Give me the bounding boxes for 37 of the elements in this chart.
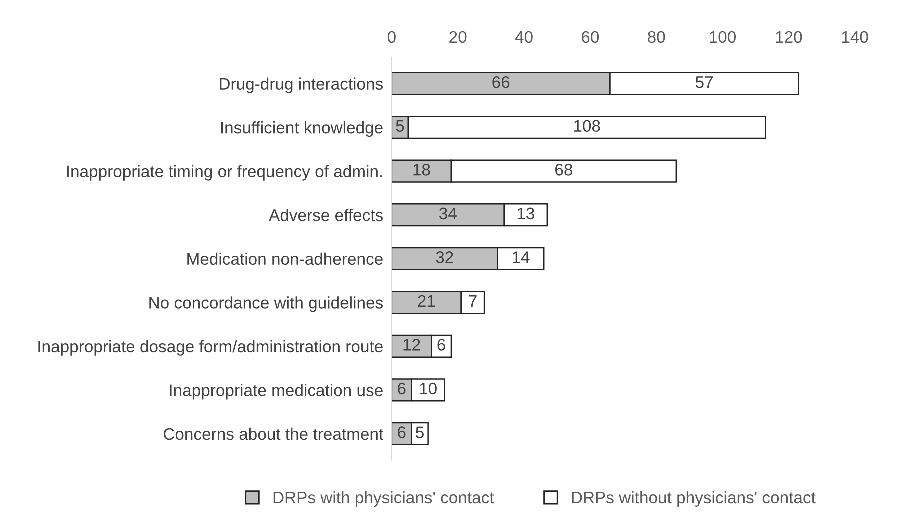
data-label: 7 [469, 296, 477, 307]
x-tick-label: 100 [710, 31, 736, 44]
data-label: 6 [398, 382, 406, 395]
data-label: 57 [696, 76, 713, 88]
data-label: 6 [398, 426, 406, 438]
data-label: 5 [396, 120, 404, 132]
data-label: 21 [418, 295, 436, 307]
legend-label: DRPs without physicians' contact [572, 491, 816, 507]
x-tick-label: 40 [515, 31, 533, 44]
x-tick-label: 140 [842, 31, 868, 44]
data-label: 6 [438, 339, 446, 351]
data-label: 34 [440, 208, 457, 220]
y-tick-label: Inappropriate medication use [170, 384, 383, 400]
y-tick-label: Concerns about the treatment [164, 428, 384, 440]
data-label: 10 [420, 382, 437, 395]
data-label: 14 [512, 252, 530, 264]
x-tick-label: 120 [776, 31, 802, 44]
y-tick-label: Adverse effects [269, 209, 384, 222]
data-label: 5 [416, 426, 424, 438]
x-tick-label: 60 [582, 31, 600, 44]
x-tick-label: 20 [450, 31, 467, 44]
x-tick-label: 0 [388, 31, 396, 44]
legend-label: DRPs with physicians' contact [274, 491, 494, 507]
data-label: 12 [404, 339, 420, 351]
data-label: 18 [414, 164, 430, 176]
data-label: 13 [518, 208, 534, 220]
data-label: 68 [556, 164, 572, 176]
data-label: 108 [574, 120, 600, 132]
y-tick-label: No concordance with guidelines [150, 296, 384, 312]
x-tick-label: 80 [648, 31, 666, 44]
y-tick-label: Inappropriate dosage form/administration route [38, 340, 383, 356]
data-label: 32 [436, 252, 454, 264]
y-tick-label: Inappropriate timing or frequency of admin. [67, 165, 382, 181]
y-tick-label: Drug-drug interactions [220, 78, 384, 94]
data-label: 66 [492, 76, 510, 88]
y-tick-label: Medication non-adherence [188, 252, 383, 266]
y-tick-label: Insufficient knowledge [221, 122, 383, 138]
